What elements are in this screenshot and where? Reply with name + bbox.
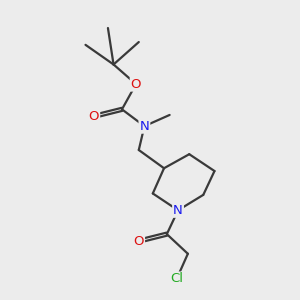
Text: O: O	[89, 110, 99, 123]
Text: Cl: Cl	[170, 272, 183, 286]
Text: O: O	[131, 78, 141, 91]
Text: N: N	[173, 204, 183, 217]
Text: O: O	[134, 235, 144, 248]
Text: N: N	[140, 120, 149, 133]
